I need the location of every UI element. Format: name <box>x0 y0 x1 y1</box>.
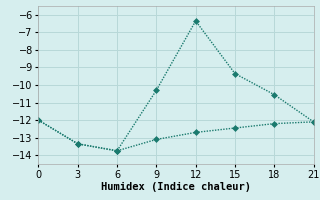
X-axis label: Humidex (Indice chaleur): Humidex (Indice chaleur) <box>101 182 251 192</box>
